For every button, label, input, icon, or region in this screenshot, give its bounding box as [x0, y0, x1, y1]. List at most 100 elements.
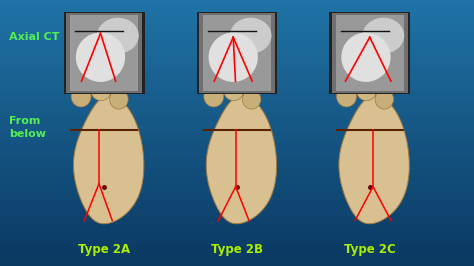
Bar	[203, 15, 271, 91]
Bar	[0, 136, 474, 140]
Bar	[0, 106, 474, 110]
Polygon shape	[206, 96, 276, 224]
Bar	[0, 256, 474, 259]
Bar	[0, 93, 474, 97]
Bar	[0, 117, 474, 120]
Bar	[0, 83, 474, 86]
Bar	[0, 63, 474, 66]
Bar	[0, 47, 474, 50]
Bar	[0, 146, 474, 149]
Ellipse shape	[97, 18, 139, 54]
Bar	[0, 223, 474, 226]
Text: Type 2A: Type 2A	[78, 243, 130, 256]
Bar	[0, 16, 474, 20]
Bar	[0, 156, 474, 160]
Bar	[0, 30, 474, 33]
Bar	[0, 37, 474, 40]
Bar	[0, 133, 474, 136]
Ellipse shape	[224, 81, 244, 101]
Bar	[0, 110, 474, 113]
Ellipse shape	[230, 18, 272, 54]
Bar	[0, 33, 474, 36]
Ellipse shape	[341, 32, 391, 82]
Bar	[0, 0, 474, 3]
Bar	[0, 149, 474, 153]
Bar	[0, 246, 474, 250]
Bar	[332, 13, 408, 93]
Bar	[0, 263, 474, 266]
Bar	[0, 219, 474, 223]
Bar	[0, 236, 474, 239]
Bar	[0, 97, 474, 100]
Ellipse shape	[356, 81, 376, 101]
Bar	[0, 203, 474, 206]
Bar	[0, 186, 474, 189]
Bar	[0, 200, 474, 203]
Bar	[0, 250, 474, 253]
Polygon shape	[339, 96, 409, 224]
Bar	[199, 13, 275, 93]
Ellipse shape	[204, 86, 224, 107]
Bar	[0, 40, 474, 43]
Bar	[0, 80, 474, 83]
Bar	[0, 253, 474, 256]
Bar	[0, 43, 474, 47]
Ellipse shape	[76, 32, 125, 82]
Bar	[0, 183, 474, 186]
Bar	[0, 50, 474, 53]
Bar	[0, 60, 474, 63]
Bar	[0, 163, 474, 166]
Bar	[0, 66, 474, 70]
Text: Type 2C: Type 2C	[344, 243, 396, 256]
Bar	[336, 15, 404, 91]
Bar	[0, 86, 474, 90]
Bar	[0, 90, 474, 93]
Ellipse shape	[337, 86, 356, 107]
Bar	[0, 23, 474, 27]
Bar	[0, 226, 474, 229]
Bar	[0, 233, 474, 236]
Ellipse shape	[109, 89, 128, 109]
Ellipse shape	[71, 86, 91, 107]
Bar	[0, 57, 474, 60]
Bar	[0, 196, 474, 200]
Bar	[0, 126, 474, 130]
Polygon shape	[73, 96, 144, 224]
Bar	[0, 123, 474, 126]
Text: Type 2B: Type 2B	[211, 243, 263, 256]
Bar	[0, 160, 474, 163]
Bar	[0, 206, 474, 210]
Ellipse shape	[375, 89, 393, 109]
Bar	[0, 180, 474, 183]
Bar	[0, 170, 474, 173]
Bar	[0, 73, 474, 77]
Bar	[0, 166, 474, 170]
Ellipse shape	[363, 18, 404, 54]
Bar	[0, 176, 474, 180]
Bar	[0, 53, 474, 57]
Bar	[0, 70, 474, 73]
Bar	[0, 20, 474, 23]
Bar	[0, 243, 474, 246]
Bar	[0, 213, 474, 216]
Ellipse shape	[91, 81, 111, 101]
Bar	[0, 216, 474, 219]
Bar	[0, 153, 474, 156]
Bar	[0, 120, 474, 123]
Bar	[0, 189, 474, 193]
Bar	[0, 77, 474, 80]
Bar	[0, 7, 474, 10]
Bar	[0, 100, 474, 103]
Bar	[70, 15, 138, 91]
Bar	[0, 210, 474, 213]
Bar	[0, 140, 474, 143]
Bar	[66, 13, 142, 93]
Bar	[0, 229, 474, 233]
Ellipse shape	[209, 32, 258, 82]
Bar	[0, 143, 474, 146]
Ellipse shape	[242, 89, 261, 109]
Bar	[329, 12, 410, 94]
Bar	[0, 259, 474, 263]
Bar	[0, 27, 474, 30]
Bar	[0, 10, 474, 13]
